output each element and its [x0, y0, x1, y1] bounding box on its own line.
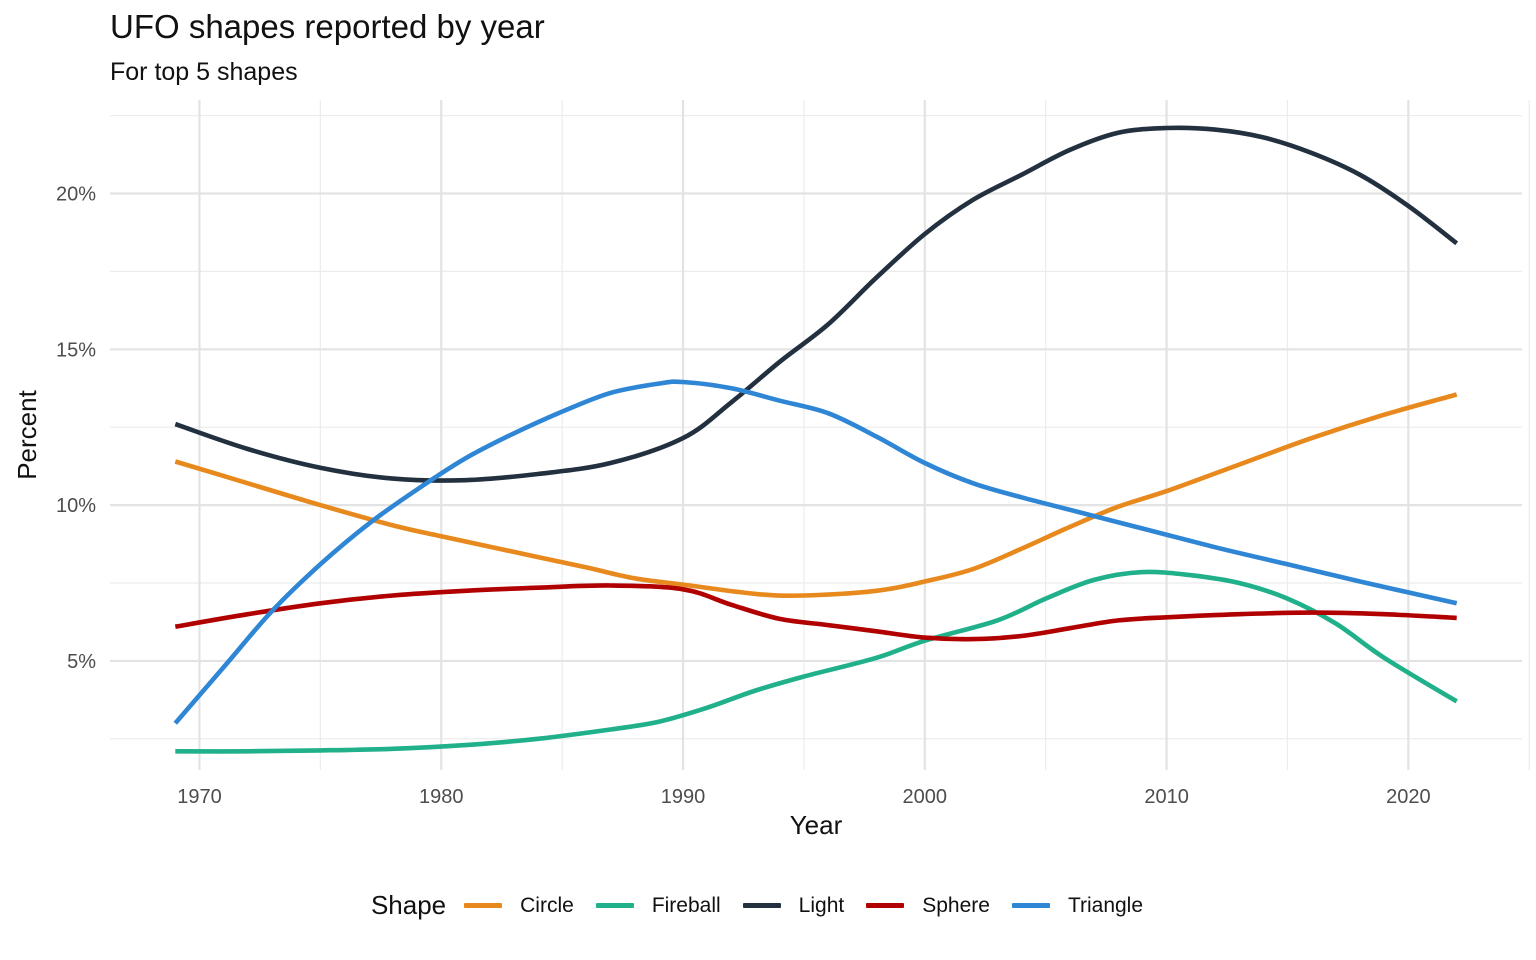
legend-key — [742, 903, 781, 908]
x-tick-label: 1970 — [177, 786, 222, 808]
legend-label: Sphere — [922, 893, 990, 917]
chart-title: UFO shapes reported by year — [110, 8, 545, 45]
series-line-light — [174, 125, 1459, 483]
legend: Shape Circle Fireball Light Sphere Triangle — [0, 890, 1536, 921]
y-tick-label: 10% — [56, 495, 96, 517]
x-tick-label: 2020 — [1386, 786, 1431, 808]
x-tick-label: 2010 — [1144, 786, 1189, 808]
y-tick-label: 5% — [67, 651, 96, 673]
y-axis-title: Percent — [12, 389, 42, 479]
legend-label: Circle — [520, 893, 574, 917]
x-tick-label: 2000 — [903, 786, 948, 808]
legend-label: Triangle — [1067, 893, 1144, 917]
legend-item-fireball: Fireball — [595, 893, 721, 918]
y-tick-label: 20% — [56, 183, 96, 205]
legend-item-circle: Circle — [464, 894, 574, 918]
series-lines — [173, 125, 1459, 754]
legend-label: Fireball — [651, 893, 721, 917]
series-line-fireball — [175, 569, 1458, 754]
legend-key — [866, 903, 905, 908]
legend-item-sphere: Sphere — [866, 894, 990, 918]
legend-item-light: Light — [742, 893, 845, 918]
legend-title: Shape — [370, 890, 447, 920]
x-tick-label: 1990 — [661, 786, 706, 808]
y-tick-label: 15% — [56, 339, 96, 361]
legend-key — [464, 903, 503, 908]
chart-subtitle: For top 5 shapes — [110, 58, 298, 86]
x-tick-label: 1980 — [419, 786, 464, 808]
legend-key — [595, 903, 634, 908]
x-axis-title: Year — [790, 810, 843, 840]
series-line-triangle — [173, 379, 1458, 725]
legend-item-triangle: Triangle — [1011, 893, 1144, 918]
axes: 1970 1980 1990 2000 2010 2020 5% 10% 15% 20% Year P… — [12, 183, 1431, 840]
legend-label: Light — [798, 893, 845, 917]
series-line-circle — [174, 392, 1458, 599]
line-chart: 1970 1980 1990 2000 2010 2020 5% 10% 15% 20% Year P… — [12, 100, 1530, 840]
legend-items: Circle Fireball Light Sphere Triangle — [464, 894, 1165, 918]
series-line-sphere — [174, 583, 1457, 642]
legend-key — [1011, 903, 1050, 908]
